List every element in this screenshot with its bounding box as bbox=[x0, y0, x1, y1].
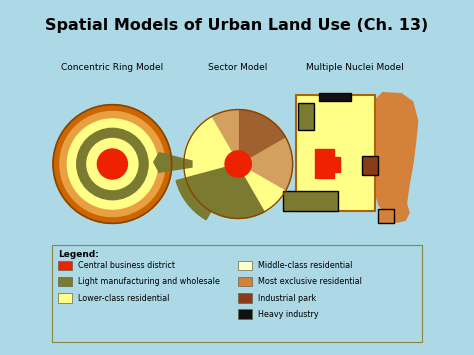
Circle shape bbox=[184, 110, 292, 218]
FancyBboxPatch shape bbox=[238, 277, 253, 286]
FancyBboxPatch shape bbox=[319, 93, 351, 101]
Text: Legend:: Legend: bbox=[58, 250, 99, 260]
Wedge shape bbox=[211, 164, 265, 218]
Wedge shape bbox=[184, 117, 238, 164]
Circle shape bbox=[53, 105, 172, 223]
FancyBboxPatch shape bbox=[296, 94, 375, 211]
FancyBboxPatch shape bbox=[298, 103, 314, 130]
Text: Multiple Nuclei Model: Multiple Nuclei Model bbox=[306, 62, 403, 72]
Text: Most exclusive residential: Most exclusive residential bbox=[258, 277, 362, 286]
Wedge shape bbox=[211, 110, 238, 164]
Wedge shape bbox=[238, 137, 292, 191]
Circle shape bbox=[225, 151, 251, 177]
Circle shape bbox=[77, 129, 148, 200]
Wedge shape bbox=[238, 164, 285, 211]
Text: Middle-class residential: Middle-class residential bbox=[258, 261, 353, 270]
Polygon shape bbox=[375, 93, 418, 222]
Text: Light manufacturing and wholesale: Light manufacturing and wholesale bbox=[78, 277, 220, 286]
Text: Industrial park: Industrial park bbox=[258, 294, 316, 302]
Circle shape bbox=[97, 149, 128, 179]
FancyBboxPatch shape bbox=[283, 191, 337, 211]
Polygon shape bbox=[154, 153, 192, 172]
Text: Lower-class residential: Lower-class residential bbox=[78, 294, 169, 302]
Circle shape bbox=[87, 138, 138, 190]
Circle shape bbox=[67, 119, 157, 209]
Wedge shape bbox=[176, 164, 238, 220]
Text: Central business district: Central business district bbox=[78, 261, 175, 270]
Polygon shape bbox=[315, 149, 340, 178]
FancyBboxPatch shape bbox=[362, 156, 378, 175]
FancyBboxPatch shape bbox=[238, 309, 253, 319]
FancyBboxPatch shape bbox=[58, 277, 72, 286]
Wedge shape bbox=[238, 110, 285, 164]
FancyBboxPatch shape bbox=[238, 293, 253, 303]
Text: Heavy industry: Heavy industry bbox=[258, 310, 319, 319]
FancyBboxPatch shape bbox=[58, 261, 72, 270]
Text: Sector Model: Sector Model bbox=[209, 62, 268, 72]
FancyBboxPatch shape bbox=[378, 209, 393, 223]
FancyBboxPatch shape bbox=[58, 293, 72, 303]
Text: Concentric Ring Model: Concentric Ring Model bbox=[61, 62, 164, 72]
Text: Spatial Models of Urban Land Use (Ch. 13): Spatial Models of Urban Land Use (Ch. 13… bbox=[46, 18, 428, 33]
FancyBboxPatch shape bbox=[238, 261, 253, 270]
Circle shape bbox=[60, 111, 165, 217]
